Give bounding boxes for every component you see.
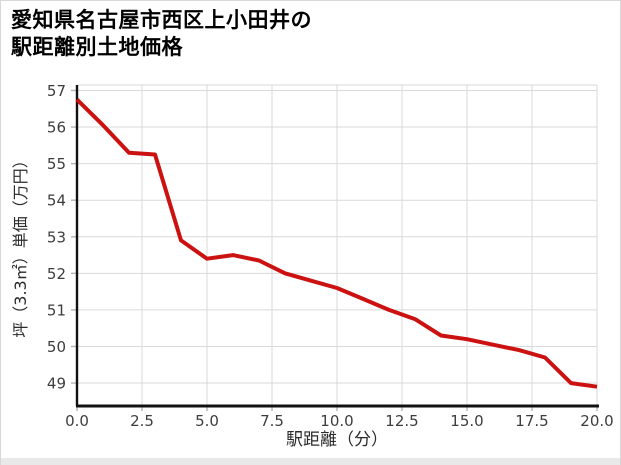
y-axis-label: 坪（3.3㎡）単価（万円）: [11, 152, 30, 337]
x-tick-label: 2.5: [130, 412, 154, 430]
y-tick-label: 50: [47, 338, 66, 356]
x-tick-label: 5.0: [195, 412, 219, 430]
tick-marks: [71, 89, 598, 411]
y-tick-label: 57: [47, 82, 66, 100]
x-tick-label: 7.5: [260, 412, 284, 430]
x-tick-label: 20.0: [580, 412, 613, 430]
y-tick-label: 49: [47, 375, 66, 393]
price-line: [75, 98, 598, 389]
y-tick-label: 54: [47, 192, 66, 210]
gridlines: [77, 85, 598, 405]
x-tick-label: 12.5: [385, 412, 418, 430]
y-tick-label: 51: [47, 301, 66, 319]
bottom-border-strip: [1, 458, 620, 465]
chart-title-line1: 愛知県名古屋市西区上小田井の: [11, 8, 312, 32]
y-tick-label: 53: [47, 228, 66, 246]
x-tick-label: 0.0: [65, 412, 89, 430]
x-axis-label: 駅距離（分）: [286, 430, 388, 450]
chart-title: 愛知県名古屋市西区上小田井の 駅距離別土地価格: [11, 7, 312, 61]
chart-title-line2: 駅距離別土地価格: [11, 35, 183, 59]
x-tick-label: 15.0: [450, 412, 483, 430]
y-tick-label: 52: [47, 265, 66, 283]
x-tick-label: 17.5: [515, 412, 548, 430]
tick-labels: 49 50 51 52 53 54 55 56 57 0.0 2.5 5.0 7.5 10.0 12.5 15…: [47, 82, 614, 430]
y-tick-label: 55: [47, 155, 66, 173]
x-tick-label: 10.0: [320, 412, 353, 430]
y-tick-label: 56: [47, 119, 66, 137]
